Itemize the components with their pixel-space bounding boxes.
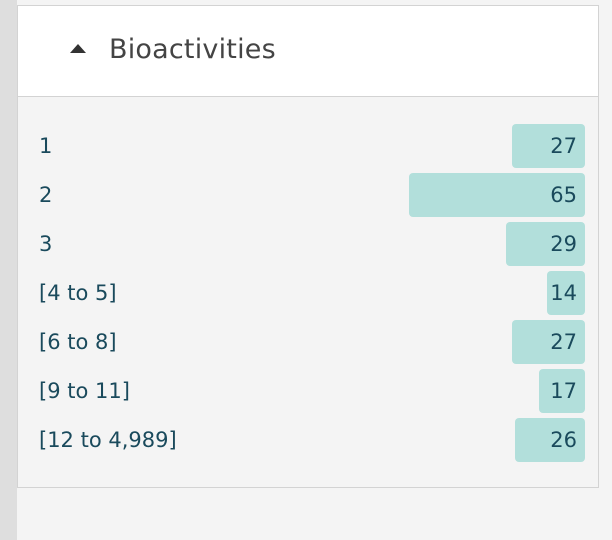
facet-count: 14: [550, 281, 577, 305]
facet-label: 3: [39, 232, 53, 256]
facet-label: [6 to 8]: [39, 330, 117, 354]
facet-label: [4 to 5]: [39, 281, 117, 305]
facet-count: 26: [550, 428, 577, 452]
facet-row[interactable]: [4 to 5] 14: [18, 271, 598, 315]
facet-row[interactable]: [6 to 8] 27: [18, 320, 598, 364]
facet-label: 1: [39, 134, 53, 158]
facet-label: [12 to 4,989]: [39, 428, 177, 452]
facet-row[interactable]: 3 29: [18, 222, 598, 266]
panel-header-toggle[interactable]: Bioactivities: [18, 6, 598, 97]
facet-count-bar: [512, 320, 585, 364]
facet-count-bar: [547, 271, 585, 315]
facet-row[interactable]: [12 to 4,989] 26: [18, 418, 598, 462]
facet-row[interactable]: [9 to 11] 17: [18, 369, 598, 413]
facet-count: 29: [550, 232, 577, 256]
facet-label: 2: [39, 183, 53, 207]
facet-count: 17: [550, 379, 577, 403]
facet-count: 27: [550, 134, 577, 158]
panel-title: Bioactivities: [109, 34, 276, 65]
facet-count: 65: [550, 183, 577, 207]
bioactivities-facet-panel: Bioactivities 1 27 2 65 3 29 [4 to 5] 14…: [17, 5, 599, 488]
facet-count-bar: [512, 124, 585, 168]
facet-count-bar: [539, 369, 585, 413]
facet-count-bar: [506, 222, 585, 266]
facet-row[interactable]: 1 27: [18, 124, 598, 168]
facet-count-bar: [409, 173, 585, 217]
caret-up-icon[interactable]: [70, 44, 86, 53]
facet-count-bar: [515, 418, 585, 462]
facet-label: [9 to 11]: [39, 379, 130, 403]
facet-count: 27: [550, 330, 577, 354]
facet-row[interactable]: 2 65: [18, 173, 598, 217]
left-rail: [0, 0, 17, 540]
